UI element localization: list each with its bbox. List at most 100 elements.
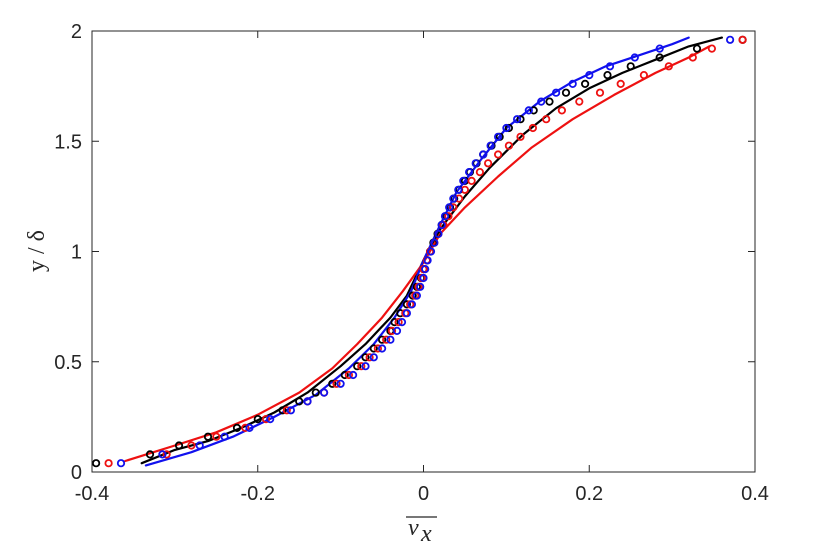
data-point-blue <box>158 450 167 459</box>
data-point-blue <box>493 132 503 141</box>
data-point-red <box>493 150 503 159</box>
data-point-red <box>528 123 538 133</box>
data-point-red <box>504 141 513 150</box>
data-point-black <box>295 397 304 406</box>
data-point-black <box>626 62 635 71</box>
data-point-red <box>373 344 382 353</box>
x-tick-label: 0.2 <box>575 483 603 505</box>
data-point-black <box>353 362 362 371</box>
data-point-red <box>365 353 374 362</box>
data-point-blue <box>220 432 229 441</box>
data-point-blue <box>361 362 370 371</box>
data-point-blue <box>454 185 463 194</box>
data-point-red <box>639 71 649 80</box>
data-point-red <box>344 370 353 380</box>
data-point-red <box>282 406 291 415</box>
data-point-red <box>542 115 551 124</box>
y-axis-label: y / δ <box>24 230 50 272</box>
data-point-black <box>390 317 399 327</box>
plot-background <box>92 31 755 472</box>
x-tick-label: -0.2 <box>241 483 275 505</box>
x-axis-label-subscript: x <box>420 521 432 541</box>
data-point-blue <box>440 212 450 221</box>
x-axis-label: v x <box>406 515 437 541</box>
data-point-blue <box>486 141 495 150</box>
data-point-blue <box>266 414 275 424</box>
data-point-black <box>561 88 571 97</box>
data-point-blue <box>449 194 458 203</box>
data-point-blue <box>479 150 488 159</box>
data-point-red <box>332 379 341 388</box>
data-point-red <box>357 362 366 371</box>
y-tick-label: 1 <box>71 242 82 264</box>
data-point-red <box>261 414 271 424</box>
y-axis-ticks: 0 0.5 1 1.5 2 <box>54 21 755 484</box>
data-point-blue <box>416 282 425 291</box>
data-point-black <box>232 423 242 432</box>
data-point-red <box>449 203 458 212</box>
data-point-red <box>467 176 476 185</box>
data-point-black <box>529 106 538 115</box>
data-point-blue <box>568 79 577 89</box>
data-point-black <box>145 450 155 459</box>
data-point-black <box>203 432 213 441</box>
data-point-blue <box>471 159 480 168</box>
data-point-black <box>92 459 101 468</box>
data-point-blue <box>377 344 387 353</box>
data-point-red <box>212 432 221 441</box>
data-point-black <box>253 414 262 424</box>
data-point-blue <box>303 397 312 406</box>
data-point-black <box>311 388 320 397</box>
x-axis-label-symbol: v <box>408 515 419 541</box>
data-point-black <box>340 370 349 380</box>
data-point-black <box>516 115 525 124</box>
data-point-blue <box>245 423 254 432</box>
data-point-blue <box>605 62 615 71</box>
data-point-red <box>483 159 493 168</box>
data-point-blue <box>725 35 735 44</box>
data-point-black <box>580 79 590 89</box>
data-point-red <box>475 168 484 177</box>
data-point-blue <box>419 273 428 283</box>
data-point-red <box>688 53 697 62</box>
data-point-blue <box>437 220 446 230</box>
x-tick-label: 0.4 <box>741 483 769 505</box>
data-point-red <box>664 62 673 71</box>
data-point-red <box>444 212 453 221</box>
data-point-red <box>707 44 717 53</box>
data-point-blue <box>319 388 329 397</box>
y-tick-label: 1.5 <box>54 131 82 153</box>
data-point-blue <box>585 71 594 80</box>
data-point-blue <box>195 441 204 450</box>
data-point-blue <box>421 264 430 274</box>
data-point-blue <box>386 335 395 344</box>
data-point-blue <box>434 229 443 238</box>
data-point-black <box>369 344 378 353</box>
data-point-red <box>595 88 605 97</box>
y-tick-label: 0.5 <box>54 352 82 374</box>
data-point-black <box>377 335 387 344</box>
data-point-red <box>394 317 403 327</box>
data-point-red <box>516 132 525 141</box>
data-point-blue <box>336 379 345 388</box>
data-point-red <box>738 35 747 44</box>
data-point-blue <box>551 88 561 97</box>
data-point-blue <box>348 370 358 380</box>
data-point-black <box>328 379 337 388</box>
data-point-blue <box>412 291 421 300</box>
data-point-blue <box>430 238 439 247</box>
data-point-black <box>174 441 184 450</box>
data-point-red <box>616 79 625 89</box>
data-point-blue <box>655 44 664 53</box>
data-point-black <box>545 97 554 106</box>
x-tick-label: -0.4 <box>75 483 109 505</box>
data-point-blue <box>524 106 533 115</box>
series-markers-layer <box>92 35 747 468</box>
y-tick-label: 2 <box>71 21 82 43</box>
plot-area <box>92 31 755 472</box>
data-point-blue <box>445 203 454 212</box>
data-point-red <box>382 335 391 344</box>
data-point-blue <box>392 326 402 335</box>
x-tick-label: 0 <box>418 483 429 505</box>
